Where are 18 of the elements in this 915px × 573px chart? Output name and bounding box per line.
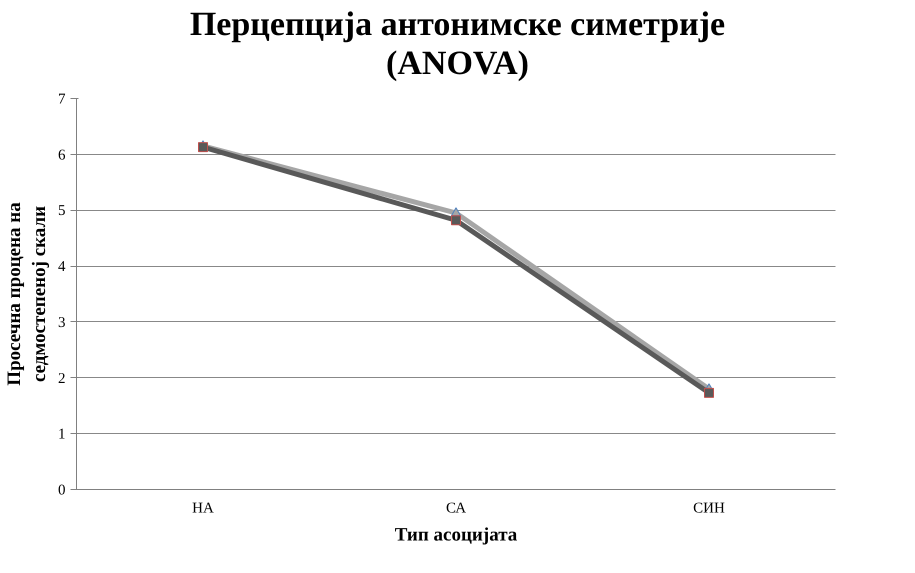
y-tick-label: 2	[58, 370, 66, 387]
x-tick-label: НА	[192, 500, 214, 517]
y-tick-label: 0	[58, 482, 66, 499]
x-tick-label: СА	[446, 500, 466, 517]
point	[198, 142, 208, 152]
x-tick-label: СИН	[693, 500, 725, 517]
y-tick-label: 3	[58, 315, 66, 332]
y-axis-title: Просечна процена на седмостепеној скали	[4, 202, 50, 386]
point	[451, 208, 461, 216]
y-tick-label: 1	[58, 426, 66, 443]
chart-title: Перцепција антонимске симетрије (ANOVA)	[190, 5, 726, 84]
x-axis-title: Тип асоцијата	[394, 524, 518, 546]
y-tick-label: 6	[58, 148, 66, 164]
y-tick-label: 7	[58, 92, 66, 108]
point	[704, 388, 714, 398]
y-tick-label: 4	[58, 259, 66, 276]
point	[451, 215, 461, 226]
y-tick-label: 5	[58, 203, 66, 220]
